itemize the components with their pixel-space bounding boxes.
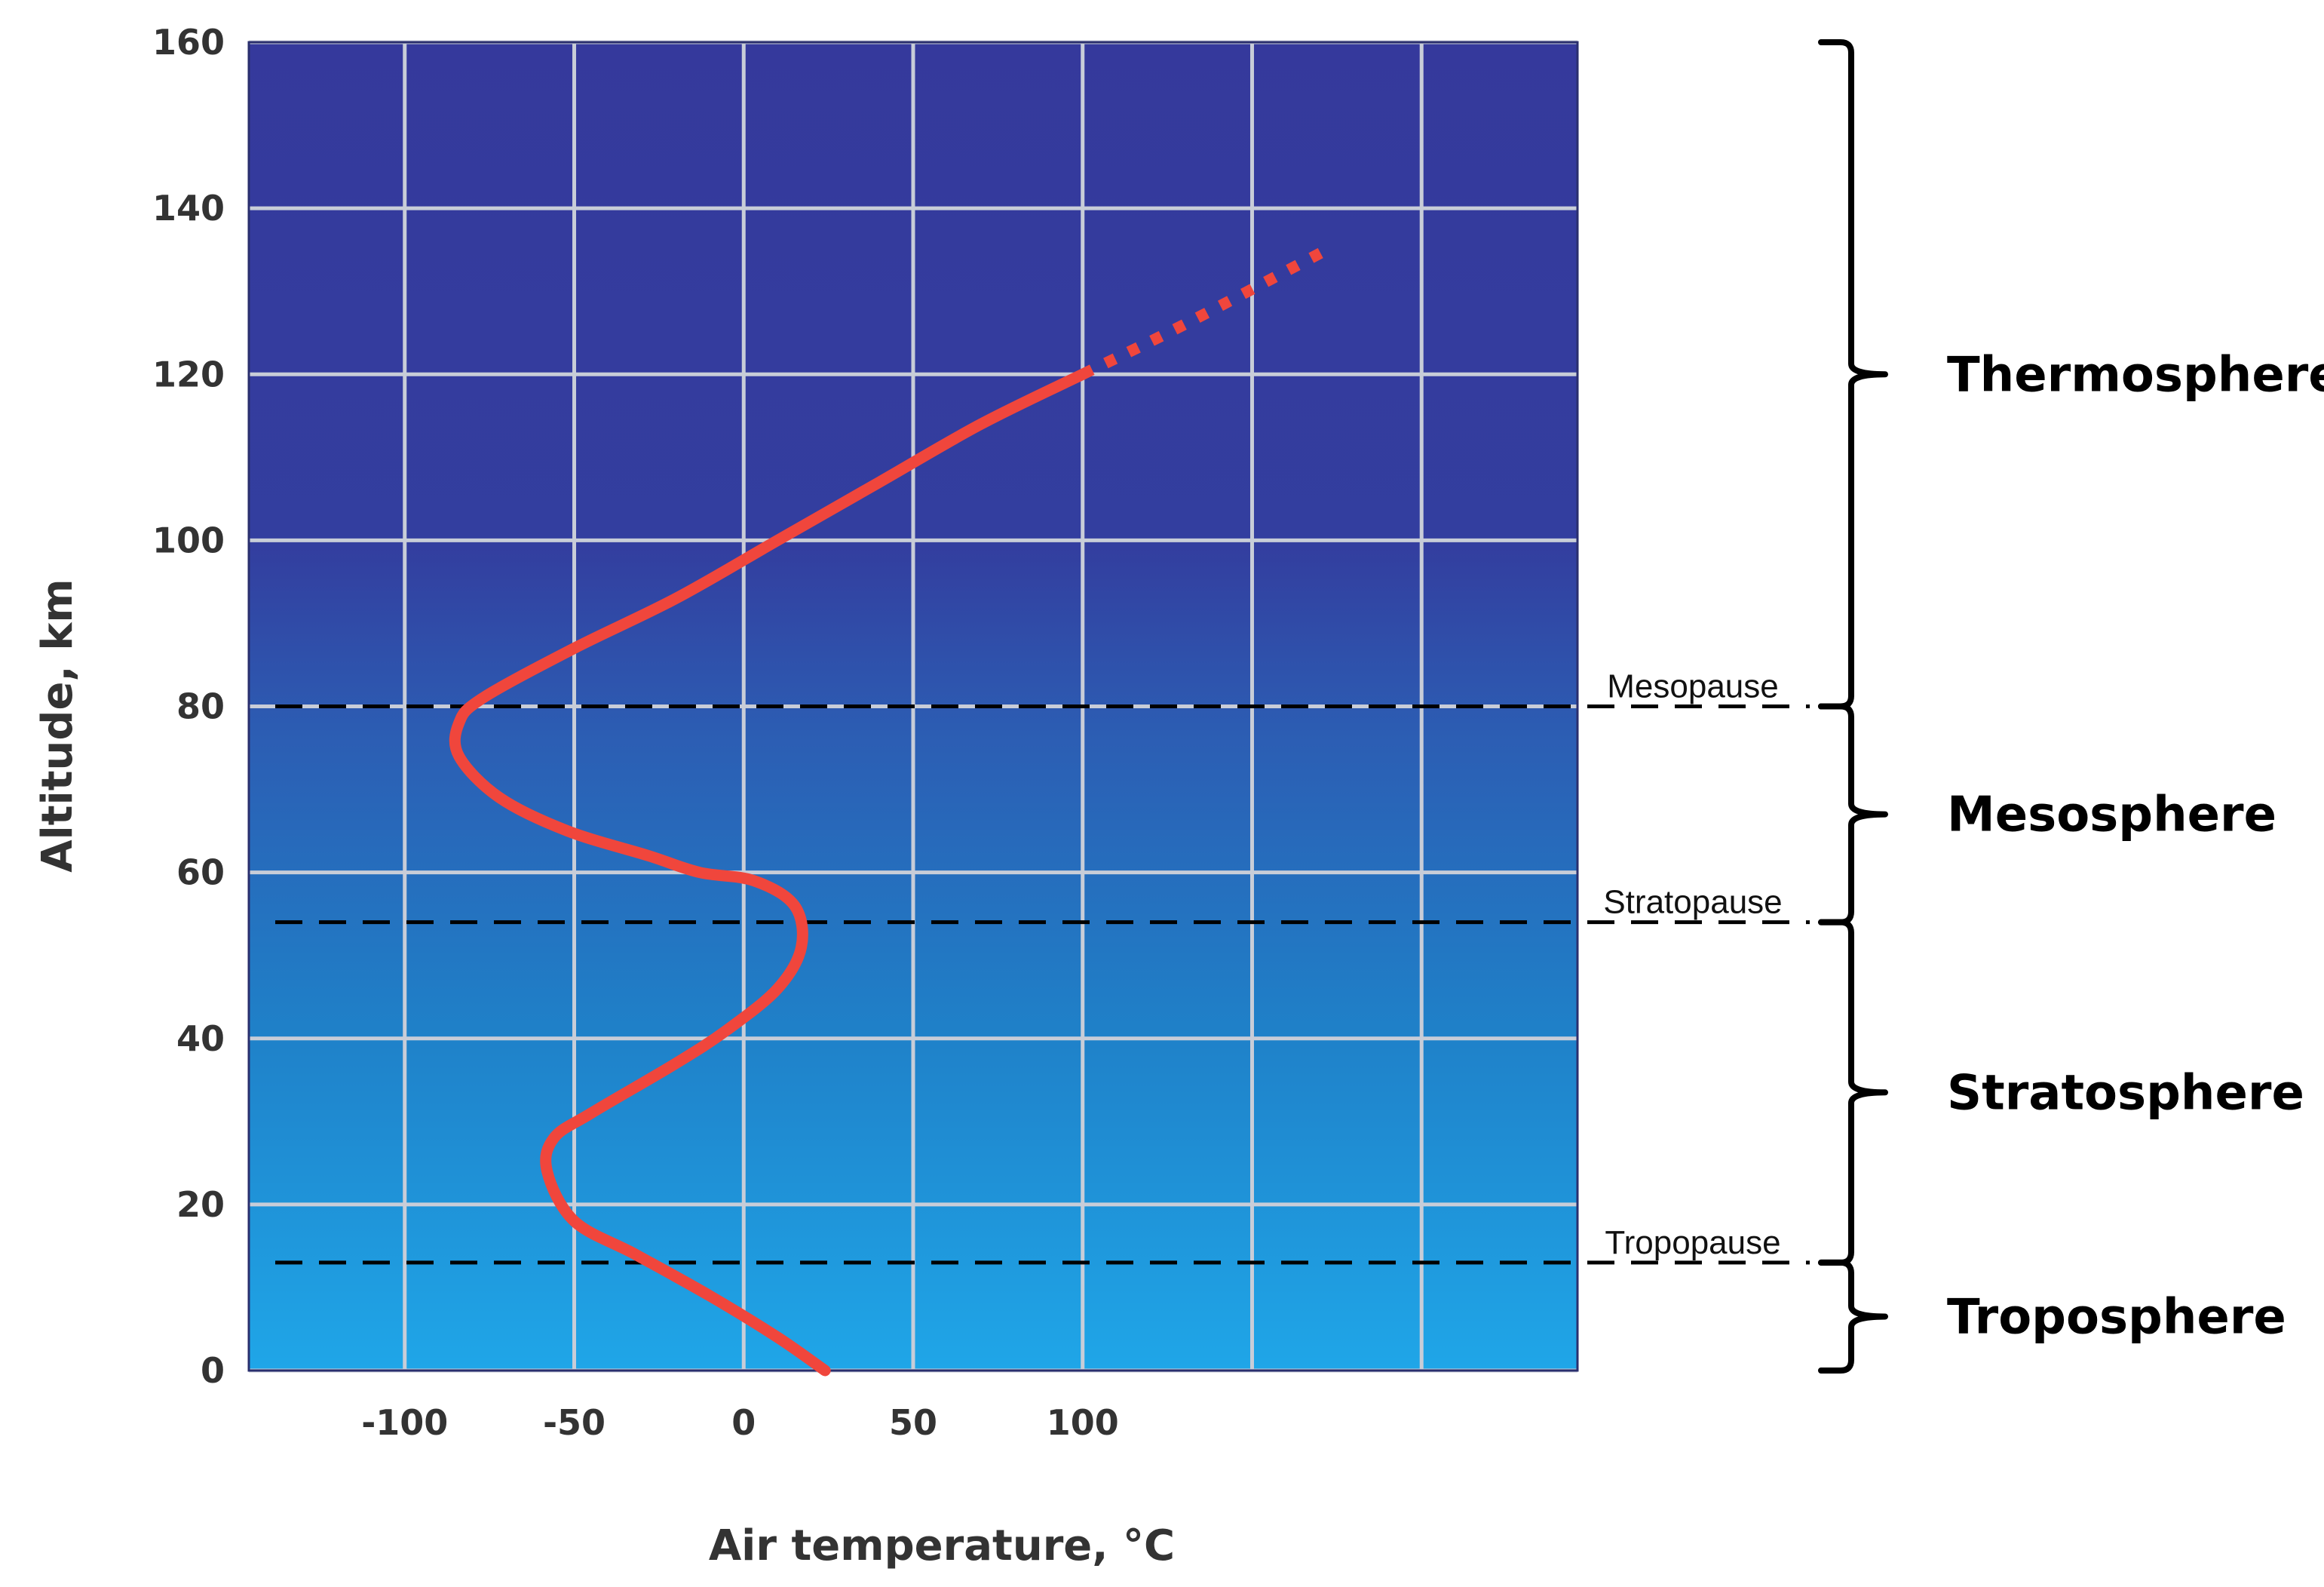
temperature-curve bbox=[449, 244, 1329, 1377]
layer-label-troposphere: Troposphere bbox=[1947, 1289, 2286, 1345]
x-tick-label: 100 bbox=[1047, 1402, 1119, 1443]
brace-thermosphere bbox=[1818, 39, 1888, 710]
y-tick-label: 80 bbox=[176, 686, 225, 727]
layer-label-thermosphere: Thermosphere bbox=[1947, 347, 2324, 403]
plot-frame bbox=[247, 41, 1579, 1372]
boundary-label-mesopause: Mesopause bbox=[1607, 668, 1778, 705]
boundary-labels: Tropopause Stratopause Mesopause bbox=[1603, 668, 1782, 1261]
temperature-curve-measured bbox=[449, 368, 1089, 1377]
y-axis-title: Altitude, km bbox=[33, 579, 82, 873]
grid-lines bbox=[247, 40, 1579, 1373]
x-tick-label: 0 bbox=[731, 1402, 756, 1443]
temperature-curve-extrapolated bbox=[1080, 244, 1329, 379]
boundary-label-stratopause: Stratopause bbox=[1603, 884, 1782, 921]
layer-label-mesosphere: Mesosphere bbox=[1947, 787, 2276, 843]
y-tick-label: 0 bbox=[201, 1350, 225, 1391]
x-tick-label: 50 bbox=[889, 1402, 937, 1443]
y-tick-label: 120 bbox=[152, 354, 225, 394]
y-tick-label: 60 bbox=[176, 852, 225, 893]
boundary-label-tropopause: Tropopause bbox=[1605, 1224, 1780, 1261]
x-axis-title: Air temperature, °C bbox=[709, 1521, 1175, 1570]
brace-mesosphere bbox=[1818, 703, 1888, 925]
y-axis-tick-labels: 0 20 40 60 80 100 120 140 160 bbox=[152, 22, 225, 1391]
y-tick-label: 100 bbox=[152, 520, 225, 560]
y-tick-label: 140 bbox=[152, 188, 225, 229]
x-tick-label: -100 bbox=[361, 1402, 448, 1443]
x-tick-label: -50 bbox=[543, 1402, 606, 1443]
y-tick-label: 40 bbox=[176, 1018, 225, 1059]
y-tick-label: 20 bbox=[176, 1184, 225, 1225]
layer-labels: Troposphere Stratosphere Mesosphere Thermos… bbox=[1947, 347, 2324, 1345]
layer-label-stratosphere: Stratosphere bbox=[1947, 1065, 2304, 1121]
brace-stratosphere bbox=[1818, 919, 1888, 1266]
x-axis-tick-labels: -100 -50 0 50 100 bbox=[361, 1402, 1119, 1443]
brace-troposphere bbox=[1818, 1259, 1888, 1374]
y-tick-label: 160 bbox=[152, 22, 225, 63]
layer-braces bbox=[1818, 39, 1888, 1374]
boundary-lines bbox=[275, 704, 1810, 1265]
